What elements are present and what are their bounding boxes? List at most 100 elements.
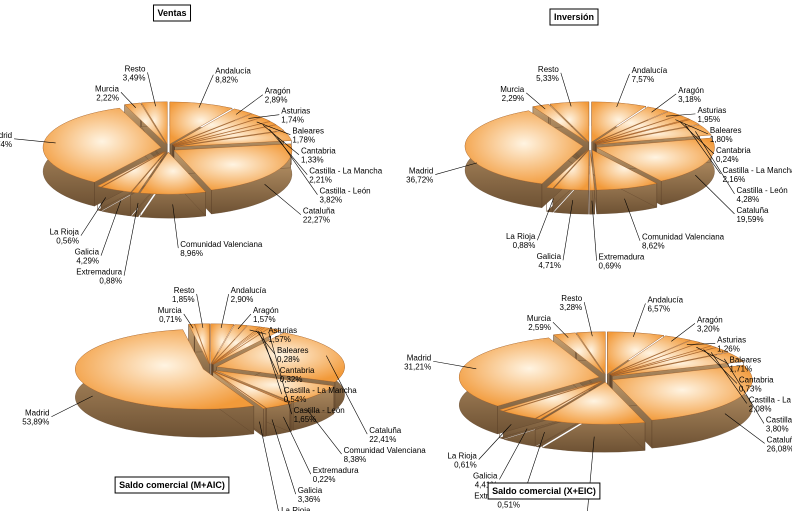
leader-line — [591, 200, 597, 261]
slice-category-label: Cataluña — [369, 426, 402, 435]
leader-line — [478, 424, 512, 460]
leader-line — [679, 121, 715, 155]
slice-category-label: Cataluña — [736, 206, 769, 215]
slice-category-label: Castilla - León — [319, 187, 370, 196]
slice-value-label: 2,90% — [231, 295, 254, 304]
pie-tops — [42, 101, 293, 195]
slice — [173, 117, 271, 146]
slice — [75, 329, 255, 410]
slice-value-label: 1,33% — [301, 156, 324, 165]
slice-value-label: 1,65% — [294, 415, 317, 424]
slice-value-label: 22,41% — [369, 435, 396, 444]
slice-category-label: Resto — [561, 294, 582, 303]
slice-value-label: 0,22% — [313, 475, 336, 484]
slice-value-label: 2,08% — [749, 404, 772, 413]
slice-category-label: Cataluña — [303, 207, 336, 216]
slice — [576, 331, 606, 375]
slice-value-label: 8,62% — [642, 242, 665, 251]
slice-category-label: Comunidad Valenciana — [344, 446, 427, 455]
slice — [174, 124, 284, 147]
slice — [215, 370, 335, 403]
slice-value-label: 1,85% — [172, 295, 195, 304]
slice-category-label: La Rioja — [506, 232, 536, 241]
slice-category-label: Aragón — [253, 306, 279, 315]
slice — [591, 101, 647, 143]
slice-category-label: Asturias — [268, 326, 297, 335]
slice-category-label: La Rioja — [447, 451, 477, 460]
slice-value-label: 1,57% — [268, 335, 291, 344]
slice-category-label: Galicia — [75, 248, 100, 257]
slice — [589, 150, 595, 191]
slice — [542, 381, 646, 425]
slice-value-label: 1,80% — [710, 135, 733, 144]
slice-category-label: Cataluña — [767, 435, 792, 444]
pie-tops — [75, 323, 345, 410]
slice-category-label: Asturias — [717, 335, 746, 344]
slice-category-label: Asturias — [697, 106, 726, 115]
slice-value-label: 0,61% — [454, 460, 477, 469]
slice-value-label: 0,32% — [280, 375, 303, 384]
slice — [173, 121, 277, 146]
slice-category-label: Aragón — [678, 86, 704, 95]
slice-category-label: Comunidad Valenciana — [642, 233, 725, 242]
slice-value-label: 0,54% — [284, 395, 307, 404]
slice — [593, 106, 669, 143]
slice-category-label: Murcia — [500, 85, 525, 94]
leader-line — [724, 413, 765, 444]
leader-line — [632, 303, 646, 337]
slice — [213, 371, 291, 409]
leader-line — [183, 313, 194, 329]
slice-category-label: Castilla - León — [766, 415, 792, 424]
slice-value-label: 1,95% — [697, 115, 720, 124]
leader-line — [283, 416, 312, 475]
slice-value-label: 4,28% — [737, 195, 760, 204]
leader-line — [499, 428, 528, 480]
chart-title: Saldo comercial (X+EIC) — [492, 486, 596, 496]
leader-line — [526, 92, 546, 110]
leader-line — [537, 198, 554, 241]
slice-value-label: 22,27% — [303, 216, 330, 225]
leader-line — [249, 329, 267, 335]
slice-value-label: 53,89% — [22, 418, 49, 427]
slice-category-label: Castilla - La Mancha — [723, 166, 792, 175]
slice-category-label: Extremadura — [313, 466, 359, 475]
slice-category-label: La Rioja — [281, 506, 311, 511]
slice-category-label: Madrid — [0, 131, 12, 140]
slice — [546, 149, 588, 189]
slice — [591, 149, 658, 191]
leader-line — [696, 346, 728, 364]
slice-value-label: 4,29% — [76, 257, 99, 266]
slice-category-label: Castilla - León — [294, 406, 345, 415]
title-box — [549, 8, 599, 26]
slice-value-label: 0,28% — [277, 355, 300, 364]
title-box — [487, 482, 601, 500]
slice-value-label: 1,57% — [253, 315, 276, 324]
leader-line — [259, 421, 279, 511]
slice-category-label: Castilla - La Mancha — [284, 386, 357, 395]
slice-value-label: 26,08% — [767, 444, 792, 453]
slice — [212, 327, 270, 365]
slice-category-label: Madrid — [25, 409, 49, 418]
slice-value-label: 2,89% — [265, 96, 288, 105]
leader-line — [703, 349, 738, 384]
slice-value-label: 3,49% — [123, 73, 146, 82]
leader-line — [710, 352, 748, 404]
slice — [131, 151, 167, 194]
leader-line — [651, 93, 677, 113]
slice-category-label: Cantabria — [280, 366, 315, 375]
chart-title: Inversión — [554, 12, 594, 22]
slice-value-label: 36,72% — [406, 176, 433, 185]
slice-value-label: 2,59% — [528, 323, 551, 332]
slice-category-label: Galicia — [537, 252, 562, 261]
leader-line — [196, 293, 204, 328]
pie-tops — [459, 331, 753, 425]
slice — [101, 151, 166, 193]
leader-line — [220, 294, 229, 329]
leader-line — [248, 114, 280, 119]
leader-line — [268, 332, 292, 415]
leader-line — [587, 436, 595, 511]
leader-line — [80, 197, 106, 236]
slice-category-label: Castilla - León — [737, 186, 788, 195]
leader-line — [624, 198, 641, 241]
slice-value-label: 3,18% — [678, 95, 701, 104]
